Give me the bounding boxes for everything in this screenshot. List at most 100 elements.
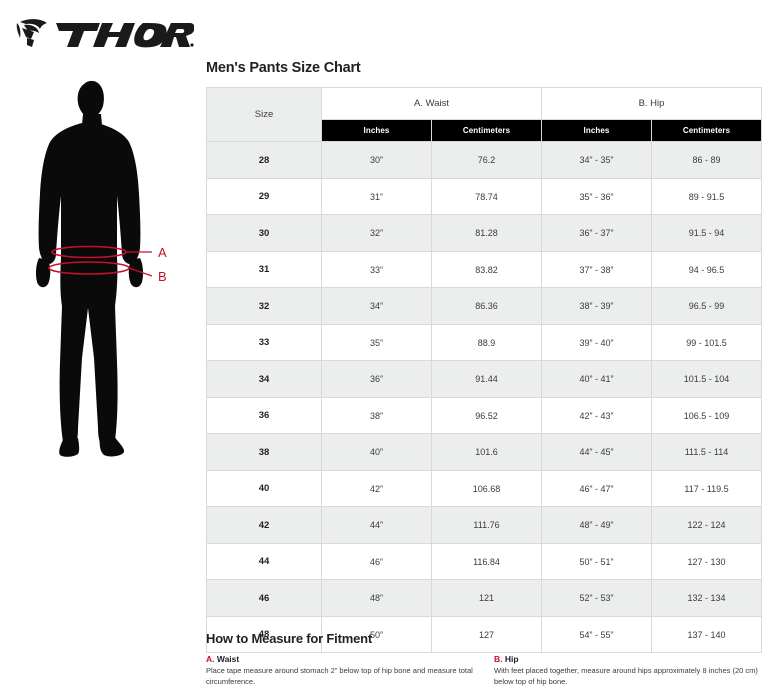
table-row: 32 34” 86.36 38” - 39” 96.5 - 99 xyxy=(206,287,762,325)
cell-hip-inches: 44” - 45” xyxy=(541,433,652,471)
cell-waist-centimeters: 86.36 xyxy=(431,287,542,325)
cell-size: 48 xyxy=(206,615,322,654)
cell-hip-inches: 36” - 37” xyxy=(541,214,652,252)
measure-item-letter: B. xyxy=(494,654,503,664)
cell-waist-centimeters: 111.76 xyxy=(431,506,542,544)
cell-size: 42 xyxy=(206,506,322,544)
cell-size: 36 xyxy=(206,396,322,435)
header-row-units: Inches Centimeters Inches Centimeters xyxy=(207,119,762,143)
cell-waist-centimeters: 96.52 xyxy=(431,396,542,435)
table-row: 48 50” 127 54” - 55” 137 - 140 xyxy=(206,615,762,654)
measure-item-letter: A. xyxy=(206,654,215,664)
cell-hip-centimeters: 94 - 96.5 xyxy=(651,250,762,289)
cell-waist-inches: 46” xyxy=(321,542,432,581)
header-row-groups: Size A. Waist B. Hip xyxy=(206,87,762,143)
male-silhouette-diagram: A B xyxy=(35,80,167,457)
cell-waist-inches: 50” xyxy=(321,615,432,654)
cell-hip-inches: 40” - 41” xyxy=(541,360,652,398)
cell-size: 31 xyxy=(206,250,322,289)
cell-hip-centimeters: 89 - 91.5 xyxy=(651,177,762,216)
body-silhouette xyxy=(35,80,144,457)
table-row: 34 36” 91.44 40” - 41” 101.5 - 104 xyxy=(206,360,762,398)
table-row: 42 44” 111.76 48” - 49” 122 - 124 xyxy=(206,506,762,544)
header-hip-centimeters: Centimeters xyxy=(651,119,762,143)
measure-item-label: B. Hip xyxy=(494,654,776,664)
header-hip-group: B. Hip xyxy=(541,87,762,121)
table-body: 28 30” 76.2 34” - 35” 86 - 89 29 31” 78.74 35” -… xyxy=(206,141,762,654)
cell-size: 34 xyxy=(206,360,322,398)
cell-hip-inches: 52” - 53” xyxy=(541,579,652,617)
cell-hip-centimeters: 101.5 - 104 xyxy=(651,360,762,398)
cell-hip-inches: 34” - 35” xyxy=(541,141,652,179)
measure-item-text: Place tape measure around stomach 2” bel… xyxy=(206,666,473,687)
cell-hip-centimeters: 91.5 - 94 xyxy=(651,214,762,252)
cell-waist-centimeters: 91.44 xyxy=(431,360,542,398)
cell-waist-inches: 36” xyxy=(321,360,432,398)
measure-item-text: With feet placed together, measure aroun… xyxy=(494,666,758,687)
table-row: 28 30” 76.2 34” - 35” 86 - 89 xyxy=(206,141,762,179)
cell-hip-centimeters: 86 - 89 xyxy=(651,141,762,179)
cell-hip-centimeters: 106.5 - 109 xyxy=(651,396,762,435)
cell-hip-centimeters: 117 - 119.5 xyxy=(651,469,762,508)
cell-hip-inches: 39” - 40” xyxy=(541,323,652,362)
table-row: 33 35” 88.9 39” - 40” 99 - 101.5 xyxy=(206,323,762,362)
cell-hip-inches: 37” - 38” xyxy=(541,250,652,289)
cell-hip-inches: 38” - 39” xyxy=(541,287,652,325)
cell-waist-inches: 33” xyxy=(321,250,432,289)
cell-size: 29 xyxy=(206,177,322,216)
cell-hip-centimeters: 132 - 134 xyxy=(651,579,762,617)
cell-waist-inches: 34” xyxy=(321,287,432,325)
cell-size: 33 xyxy=(206,323,322,362)
cell-waist-inches: 42” xyxy=(321,469,432,508)
header-waist-centimeters: Centimeters xyxy=(431,119,542,143)
cell-waist-centimeters: 78.74 xyxy=(431,177,542,216)
cell-hip-inches: 46” - 47” xyxy=(541,469,652,508)
cell-hip-centimeters: 122 - 124 xyxy=(651,506,762,544)
measure-columns: A. Waist Place tape measure around stomac… xyxy=(206,654,776,688)
cell-hip-inches: 54” - 55” xyxy=(541,615,652,654)
measure-item-name: Hip xyxy=(504,654,519,664)
cell-waist-centimeters: 101.6 xyxy=(431,433,542,471)
cell-waist-centimeters: 106.68 xyxy=(431,469,542,508)
size-chart-table: Size A. Waist B. Hip Inches Centimeters … xyxy=(206,87,762,654)
table-head: Size A. Waist B. Hip Inches Centimeters … xyxy=(206,87,762,143)
cell-size: 32 xyxy=(206,287,322,325)
table-row: 29 31” 78.74 35” - 36” 89 - 91.5 xyxy=(206,177,762,216)
cell-hip-inches: 50” - 51” xyxy=(541,542,652,581)
table-row: 30 32” 81.28 36” - 37” 91.5 - 94 xyxy=(206,214,762,252)
cell-hip-inches: 42” - 43” xyxy=(541,396,652,435)
cell-hip-centimeters: 111.5 - 114 xyxy=(651,433,762,471)
cell-hip-inches: 35” - 36” xyxy=(541,177,652,216)
size-chart-section: Men's Pants Size Chart Size A. Waist B. … xyxy=(206,60,762,654)
how-to-measure-section: How to Measure for Fitment A. Waist Place… xyxy=(206,631,776,688)
hip-label-b: B xyxy=(158,269,167,284)
cell-size: 40 xyxy=(206,469,322,508)
cell-waist-inches: 31” xyxy=(321,177,432,216)
how-to-measure-title: How to Measure for Fitment xyxy=(206,631,372,646)
cell-waist-centimeters: 83.82 xyxy=(431,250,542,289)
table-row: 44 46” 116.84 50” - 51” 127 - 130 xyxy=(206,542,762,581)
cell-waist-inches: 38” xyxy=(321,396,432,435)
cell-hip-inches: 48” - 49” xyxy=(541,506,652,544)
hip-leader-line xyxy=(128,267,153,277)
measure-item: A. Waist Place tape measure around stomac… xyxy=(206,654,488,688)
table-row: 40 42” 106.68 46” - 47” 117 - 119.5 xyxy=(206,469,762,508)
cell-waist-inches: 40” xyxy=(321,433,432,471)
cell-size: 38 xyxy=(206,433,322,471)
header-waist-group: A. Waist xyxy=(321,87,542,121)
thor-hammer-icon xyxy=(16,19,195,48)
cell-waist-centimeters: 81.28 xyxy=(431,214,542,252)
page-title: Men's Pants Size Chart xyxy=(206,60,361,76)
table-row: 36 38” 96.52 42” - 43” 106.5 - 109 xyxy=(206,396,762,435)
cell-waist-centimeters: 116.84 xyxy=(431,542,542,581)
measure-item: B. Hip With feet placed together, measure… xyxy=(494,654,776,688)
cell-waist-inches: 48” xyxy=(321,579,432,617)
cell-waist-centimeters: 121 xyxy=(431,579,542,617)
measure-item-name: Waist xyxy=(216,654,240,664)
table-row: 46 48” 121 52” - 53” 132 - 134 xyxy=(206,579,762,617)
cell-waist-centimeters: 76.2 xyxy=(431,141,542,179)
cell-size: 46 xyxy=(206,579,322,617)
cell-waist-inches: 32” xyxy=(321,214,432,252)
header-waist-inches: Inches xyxy=(321,119,432,143)
measure-item-label: A. Waist xyxy=(206,654,488,664)
